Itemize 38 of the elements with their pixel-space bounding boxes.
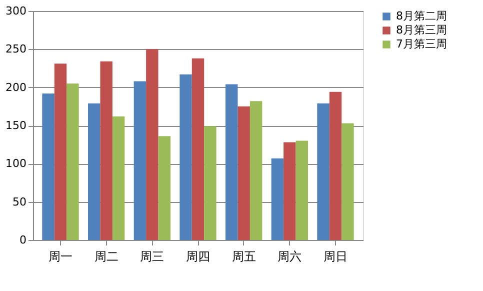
y-tick-label: 150 [6, 119, 26, 132]
bar [112, 116, 125, 240]
y-tick-label: 250 [6, 42, 26, 56]
bar [146, 49, 158, 240]
bar [66, 84, 79, 240]
bar [284, 142, 296, 240]
x-tick-label: 周四 [186, 250, 210, 264]
bar [329, 92, 342, 240]
bar [158, 136, 170, 240]
x-tick-label: 周二 [94, 250, 118, 264]
legend-label: 8月第二周 [396, 10, 447, 22]
x-tick-label: 周一 [48, 250, 72, 264]
y-tick-label: 300 [6, 4, 26, 18]
bar [238, 106, 250, 240]
y-tick-label: 0 [20, 234, 26, 246]
bar [250, 101, 262, 240]
x-tick-label: 周六 [278, 250, 302, 264]
bar [192, 58, 204, 240]
legend-label: 7月第三周 [396, 38, 447, 50]
bar [88, 103, 100, 240]
bar [54, 64, 67, 240]
bar [271, 158, 284, 240]
x-tick-label: 周三 [140, 250, 164, 264]
legend-label: 8月第三周 [396, 24, 447, 36]
bar [180, 74, 192, 240]
x-tick-label: 周五 [232, 250, 256, 264]
bar [134, 81, 146, 240]
y-tick-label: 100 [6, 157, 26, 170]
bar [100, 61, 112, 240]
bar [317, 103, 330, 240]
bar [296, 140, 308, 240]
bar [204, 126, 216, 240]
bar [342, 123, 354, 240]
y-tick-label: 200 [6, 80, 26, 94]
y-tick-label: 50 [12, 195, 26, 208]
bar [226, 84, 238, 240]
x-tick-label: 周日 [324, 250, 348, 264]
bar [42, 93, 54, 240]
